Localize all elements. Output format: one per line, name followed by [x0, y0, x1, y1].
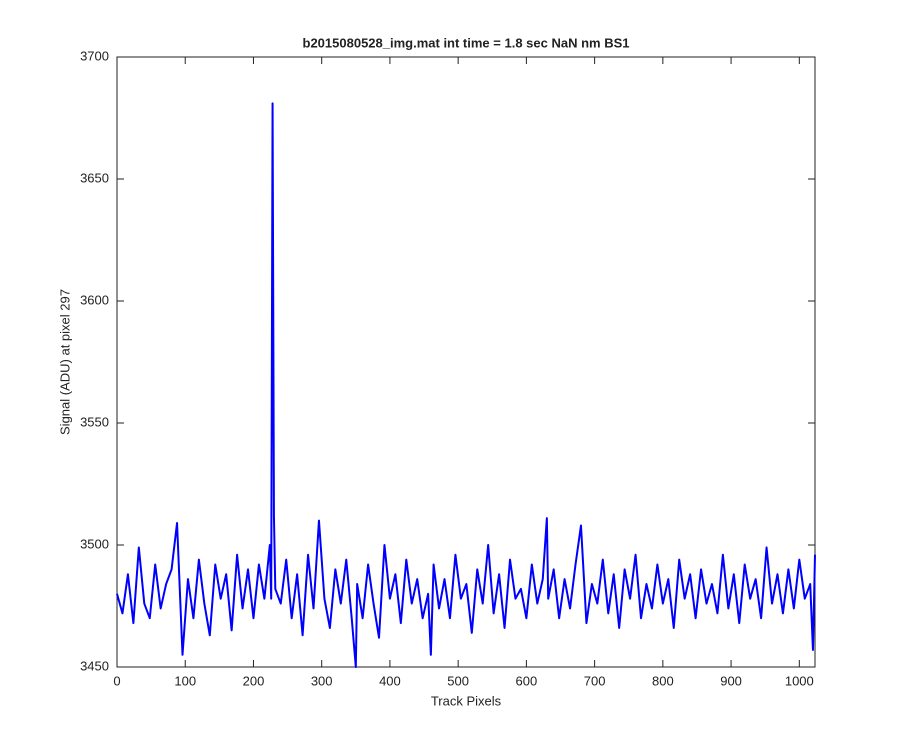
x-tick-label: 900: [720, 673, 742, 688]
y-tick-label: 3550: [80, 414, 109, 429]
x-tick-label: 1000: [785, 673, 814, 688]
x-tick-label: 400: [379, 673, 401, 688]
x-tick-label: 100: [174, 673, 196, 688]
x-tick-label: 300: [311, 673, 333, 688]
x-tick-label: 700: [584, 673, 606, 688]
x-tick-label: 200: [243, 673, 265, 688]
y-tick-label: 3450: [80, 658, 109, 673]
plot-box: [116, 56, 816, 668]
y-tick-label: 3650: [80, 170, 109, 185]
y-tick-label: 3600: [80, 292, 109, 307]
chart-title: b2015080528_img.mat int time = 1.8 sec N…: [303, 35, 630, 50]
y-tick-label: 3700: [80, 48, 109, 63]
x-tick-label: 0: [113, 673, 120, 688]
x-tick-label: 600: [516, 673, 538, 688]
y-tick-label: 3500: [80, 536, 109, 551]
x-tick-label: 500: [447, 673, 469, 688]
y-axis-label: Signal (ADU) at pixel 297: [57, 289, 72, 435]
x-axis-label: Track Pixels: [431, 693, 502, 708]
x-tick-label: 800: [652, 673, 674, 688]
data-line: [116, 102, 816, 668]
